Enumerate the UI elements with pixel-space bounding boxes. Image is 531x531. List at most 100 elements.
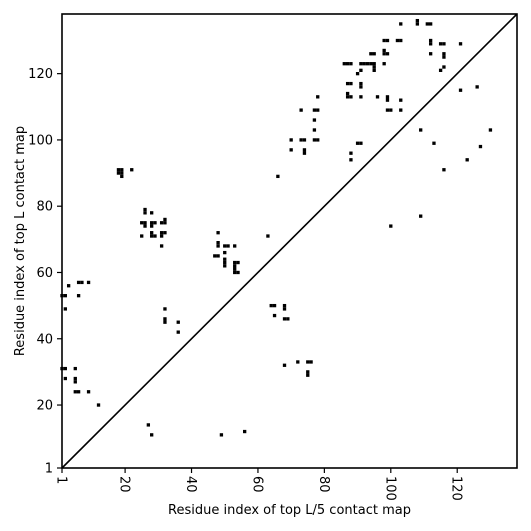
- contact-point-upper-74: [365, 62, 370, 66]
- x-tick-label-0: 1: [54, 476, 69, 484]
- contact-point-upper-107: [425, 22, 429, 26]
- contact-point-upper-55: [312, 118, 317, 122]
- contact-point-upper-108: [428, 22, 433, 26]
- contact-point-upper-122: [465, 158, 469, 162]
- contact-point-upper-73: [362, 62, 366, 66]
- contact-point-lower-16: [86, 390, 91, 394]
- contact-point-upper-106: [419, 214, 423, 218]
- contact-point-upper-58: [316, 138, 320, 142]
- contact-point-upper-49: [302, 138, 307, 142]
- contact-point-upper-101: [399, 98, 403, 102]
- contact-point-upper-62: [349, 62, 353, 66]
- contact-point-upper-116: [442, 55, 446, 59]
- contact-point-lower-23: [176, 320, 180, 324]
- contact-point-upper-56: [312, 128, 317, 132]
- contact-point-lower-17: [96, 403, 101, 407]
- contact-point-lower-25: [219, 433, 224, 437]
- contact-point-lower-6: [66, 284, 71, 288]
- contact-point-lower-39: [306, 373, 310, 377]
- contact-point-upper-99: [399, 38, 403, 43]
- x-tick-label-3: 60: [249, 476, 264, 493]
- contact-point-upper-13: [150, 221, 154, 225]
- contact-point-lower-36: [306, 360, 310, 364]
- contact-point-upper-110: [428, 42, 433, 46]
- contact-point-upper-80: [369, 52, 373, 56]
- contact-point-upper-60: [342, 62, 346, 66]
- contact-point-upper-120: [458, 42, 463, 46]
- contact-point-upper-11: [140, 234, 144, 238]
- contact-point-upper-35: [223, 260, 227, 265]
- x-tick-label-4: 80: [316, 476, 331, 493]
- contact-point-upper-102: [399, 108, 403, 112]
- contact-point-upper-43: [236, 270, 240, 275]
- contact-point-upper-88: [385, 38, 390, 43]
- contact-point-upper-100: [399, 22, 403, 26]
- contact-point-upper-94: [385, 98, 390, 102]
- contact-point-upper-68: [349, 151, 353, 155]
- contact-point-upper-78: [359, 141, 363, 145]
- contact-point-upper-34: [223, 257, 227, 261]
- contact-point-upper-111: [428, 52, 433, 56]
- contact-point-upper-65: [345, 91, 350, 96]
- contact-point-lower-9: [73, 380, 77, 384]
- contact-point-lower-22: [163, 320, 167, 324]
- contact-point-upper-104: [415, 22, 420, 26]
- contact-point-upper-52: [299, 108, 303, 112]
- y-tick-label-1: 20: [36, 399, 53, 414]
- contact-point-upper-61: [345, 62, 350, 66]
- contact-point-upper-4: [120, 174, 124, 179]
- x-tick-label-6: 120: [449, 476, 464, 501]
- contact-point-lower-4: [63, 294, 67, 298]
- contact-point-upper-29: [213, 254, 217, 258]
- contact-point-upper-16: [150, 231, 154, 235]
- contact-point-upper-32: [226, 244, 230, 248]
- x-tick-label-5: 100: [382, 476, 397, 501]
- contact-point-lower-32: [282, 317, 287, 321]
- contact-point-upper-115: [442, 52, 446, 56]
- contact-point-upper-95: [385, 108, 390, 112]
- contact-point-upper-48: [299, 138, 303, 142]
- contact-point-lower-12: [76, 280, 81, 285]
- contact-point-upper-39: [236, 260, 240, 265]
- contact-point-upper-20: [163, 217, 167, 222]
- contact-point-upper-71: [359, 68, 363, 72]
- contact-point-upper-42: [233, 270, 237, 275]
- contact-point-upper-15: [150, 224, 154, 228]
- contact-point-lower-8: [73, 376, 77, 381]
- contact-point-upper-59: [316, 95, 320, 99]
- contact-point-upper-98: [395, 38, 400, 43]
- contact-point-upper-97: [389, 224, 393, 228]
- contact-point-upper-93: [385, 95, 390, 99]
- contact-point-lower-28: [272, 303, 277, 308]
- contact-point-upper-92: [382, 62, 386, 66]
- contact-point-upper-83: [372, 62, 376, 66]
- contact-point-upper-10: [143, 224, 147, 228]
- contact-point-upper-28: [216, 244, 220, 248]
- contact-point-upper-81: [372, 52, 376, 56]
- contact-point-upper-3: [120, 171, 124, 175]
- y-tick-label-5: 100: [28, 133, 53, 148]
- contact-point-upper-40: [233, 264, 237, 268]
- y-tick-label-4: 80: [36, 200, 53, 215]
- upper-triangle-contacts: [116, 18, 493, 275]
- contact-point-upper-75: [359, 81, 363, 86]
- x-tick-label-2: 40: [183, 476, 198, 493]
- contact-point-upper-76: [359, 85, 363, 89]
- contact-point-upper-57: [312, 138, 317, 142]
- contact-point-upper-37: [233, 244, 237, 248]
- diagonal-line: [61, 13, 518, 469]
- contact-point-upper-26: [216, 231, 220, 235]
- contact-point-lower-2: [63, 376, 67, 381]
- contact-point-upper-72: [359, 62, 363, 66]
- contact-point-lower-1: [63, 366, 67, 371]
- contact-point-lower-34: [282, 363, 287, 367]
- contact-point-upper-12: [150, 211, 154, 215]
- contact-point-upper-70: [355, 71, 360, 76]
- contact-point-lower-35: [296, 360, 300, 364]
- contact-point-upper-87: [382, 38, 386, 43]
- contact-point-upper-91: [385, 52, 390, 56]
- contact-point-upper-117: [442, 65, 446, 69]
- contact-point-lower-15: [86, 280, 91, 285]
- contact-point-upper-1: [116, 171, 121, 175]
